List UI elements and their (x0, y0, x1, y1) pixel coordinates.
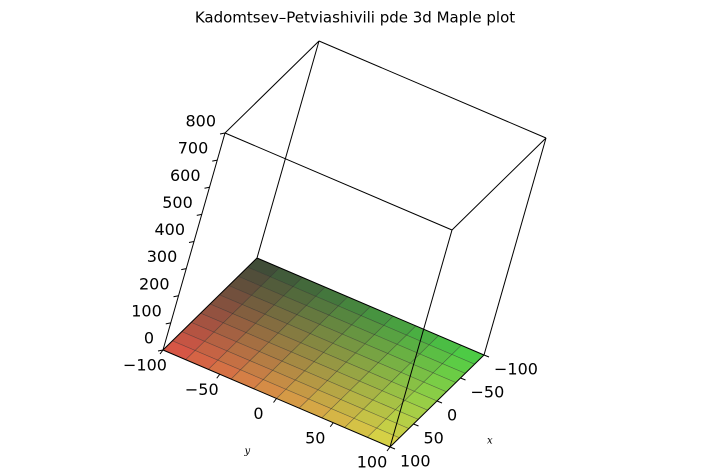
box-edge (162, 257, 258, 351)
z-tick (181, 268, 187, 271)
z-tick-label: 800 (185, 112, 216, 131)
x-tick-label: 0 (447, 406, 457, 425)
box-edge (389, 229, 453, 448)
z-tick-label: 700 (178, 139, 209, 158)
z-tick-label: 400 (154, 220, 185, 239)
x-axis-label: x (487, 436, 493, 447)
x-tick-label: 100 (400, 452, 431, 469)
y-tick-label: −100 (123, 356, 167, 375)
x-tick (436, 400, 443, 404)
y-tick-label: 50 (305, 428, 325, 447)
y-tick (159, 349, 164, 355)
z-tick (196, 213, 202, 216)
z-tick (157, 349, 164, 352)
y-tick-label: 0 (253, 404, 263, 423)
y-axis-label: y (244, 446, 251, 457)
y-tick-label: 100 (357, 453, 388, 469)
z-tick-label: 100 (131, 301, 162, 320)
box-edge (451, 137, 547, 231)
z-tick (212, 159, 218, 162)
x-tick (460, 377, 466, 381)
chart-title: Kadomtsev–Petviashivili pde 3d Maple plo… (195, 9, 515, 27)
box-edge (256, 257, 485, 356)
y-tick (273, 398, 277, 403)
x-tick-label: 50 (424, 429, 444, 448)
x-tick-label: −50 (471, 383, 505, 402)
box-edge (224, 132, 453, 231)
x-tick-label: −100 (494, 360, 538, 379)
z-tick (204, 186, 210, 189)
y-tick (329, 422, 334, 428)
box-edge (224, 40, 320, 134)
y-tick (386, 446, 391, 452)
box-edge (256, 40, 320, 259)
z-tick (188, 241, 195, 243)
y-tick (216, 373, 221, 379)
z-tick-label: 200 (139, 274, 170, 293)
x-tick (413, 423, 419, 427)
z-tick (165, 322, 171, 325)
z-tick-label: 300 (147, 247, 178, 266)
x-tick (483, 354, 490, 358)
box-edge (483, 137, 547, 356)
z-tick-label: 600 (170, 166, 201, 185)
z-tick (219, 132, 226, 135)
z-tick-label: 500 (162, 193, 193, 212)
x-tick (389, 446, 396, 450)
box-edge (318, 40, 547, 139)
y-tick-label: −50 (185, 380, 219, 399)
z-tick (173, 295, 179, 298)
z-tick-label: 0 (144, 329, 154, 348)
